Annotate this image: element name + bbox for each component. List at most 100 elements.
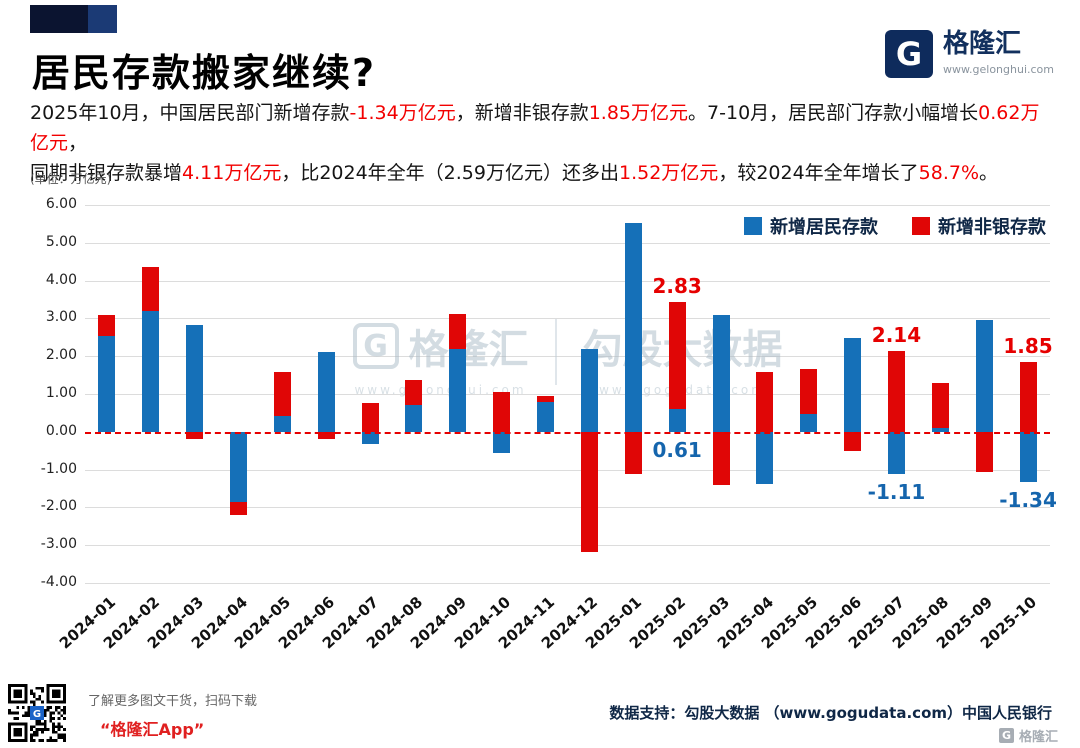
axis-unit-label: (单位：万亿元) bbox=[30, 172, 112, 186]
bar-nonbank-2024-04 bbox=[230, 501, 248, 515]
deco-rect-blue bbox=[88, 5, 117, 33]
y-axis-label: -1.00 bbox=[40, 460, 77, 477]
summary-segment: 同期非银存款暴增 bbox=[30, 162, 183, 185]
summary-segment: 。7-10月，居民部门存款小幅增长 bbox=[688, 102, 979, 124]
bar-household-2025-04 bbox=[756, 431, 774, 485]
bar-household-2024-08 bbox=[405, 404, 423, 432]
bar-nonbank-2025-01 bbox=[624, 431, 642, 474]
summary-highlight: 4.11万亿元 bbox=[182, 162, 282, 185]
bar-household-2024-01 bbox=[98, 336, 116, 432]
y-axis-label: -3.00 bbox=[40, 536, 77, 553]
bar-household-2024-09 bbox=[449, 348, 467, 432]
summary-highlight: -1.34万亿元 bbox=[349, 102, 456, 124]
svg-text:G: G bbox=[33, 709, 41, 720]
bar-nonbank-2024-01 bbox=[98, 315, 116, 337]
gridline bbox=[85, 280, 1050, 282]
gridline bbox=[85, 469, 1050, 471]
summary-segment: ，新增非银存款 bbox=[455, 102, 589, 124]
app-label: “格隆汇App” bbox=[100, 720, 205, 739]
gridline bbox=[85, 205, 1050, 206]
gelonghui-logo-icon: G bbox=[885, 30, 934, 78]
bar-nonbank-2025-04 bbox=[756, 372, 774, 432]
bar-nonbank-2025-06 bbox=[844, 431, 862, 452]
bar-nonbank-2024-07 bbox=[361, 403, 379, 432]
bar-chart: 新增居民存款 新增非银存款 G 格隆汇 www.gelonghui.com 勾股… bbox=[41, 196, 1057, 652]
footer: G 了解更多图文干货，扫码下载 “格隆汇App” 数据支持：勾股大数据 （www… bbox=[0, 676, 1080, 748]
data-label-2025-02-above: 2.83 bbox=[652, 273, 702, 298]
bar-nonbank-2025-02 bbox=[668, 301, 686, 409]
brand-name: 格隆汇 bbox=[943, 29, 1022, 59]
gridline bbox=[85, 242, 1050, 244]
legend-swatch-red bbox=[912, 217, 930, 235]
chart-legend: 新增居民存款 新增非银存款 bbox=[744, 213, 1046, 239]
y-axis-label: 1.00 bbox=[45, 385, 77, 401]
qr-caption: 了解更多图文干货，扫码下载 bbox=[88, 694, 258, 709]
bar-household-2025-05 bbox=[800, 414, 818, 432]
bar-household-2025-02 bbox=[668, 408, 686, 432]
gridline bbox=[85, 356, 1050, 358]
bar-household-2024-06 bbox=[317, 351, 335, 432]
bar-nonbank-2025-08 bbox=[931, 383, 949, 428]
bar-household-2024-04 bbox=[230, 431, 248, 502]
bar-nonbank-2025-03 bbox=[712, 431, 730, 486]
data-label-2025-10-below: -1.34 bbox=[999, 488, 1057, 513]
page-title: 居民存款搬家继续? bbox=[32, 51, 377, 95]
bar-household-2024-05 bbox=[273, 415, 291, 432]
y-axis-label: 2.00 bbox=[45, 347, 77, 364]
legend-item-nonbank-deposits: 新增非银存款 bbox=[912, 213, 1046, 239]
corner-logo-icon: G bbox=[998, 728, 1014, 743]
y-axis-label: 4.00 bbox=[45, 271, 77, 288]
bar-household-2025-10 bbox=[1019, 431, 1037, 483]
qr-code: G bbox=[8, 684, 66, 742]
summary-highlight: 1.85万亿元 bbox=[588, 102, 689, 124]
watermark-divider bbox=[554, 319, 557, 385]
gridline bbox=[85, 507, 1050, 509]
bar-household-2024-12 bbox=[580, 349, 598, 432]
gridline bbox=[85, 545, 1050, 547]
y-axis-label: 5.00 bbox=[45, 233, 77, 250]
gridline bbox=[85, 318, 1050, 320]
bar-household-2024-11 bbox=[537, 401, 555, 432]
corner-brand-name: 格隆汇 bbox=[1018, 730, 1058, 745]
summary-segment: ，较2024年全年增长了 bbox=[718, 162, 919, 185]
bar-household-2025-06 bbox=[844, 338, 862, 432]
y-axis-label: 3.00 bbox=[45, 309, 77, 326]
summary-highlight: 1.52万亿元 bbox=[619, 162, 719, 185]
summary-text: 2025年10月，中国居民部门新增存款-1.34万亿元，新增非银存款1.85万亿… bbox=[30, 98, 1054, 188]
bar-household-2025-09 bbox=[975, 319, 993, 432]
bar-household-2025-01 bbox=[624, 223, 642, 432]
brand-text: 格隆汇 www.gelonghui.com bbox=[943, 30, 1054, 76]
legend-label-household: 新增居民存款 bbox=[770, 217, 878, 238]
brand-url: www.gelonghui.com bbox=[943, 62, 1054, 76]
legend-item-household-deposits: 新增居民存款 bbox=[744, 213, 878, 239]
bar-household-2024-03 bbox=[186, 324, 204, 432]
zero-line bbox=[85, 431, 1050, 434]
data-label-2025-07-above: 2.14 bbox=[871, 322, 922, 347]
corner-brand-logo: G 格隆汇 bbox=[998, 726, 1058, 745]
brand-logo: G 格隆汇 www.gelonghui.com bbox=[885, 30, 1054, 78]
gridline bbox=[85, 394, 1050, 395]
y-axis-label: 0.00 bbox=[45, 422, 77, 439]
legend-label-nonbank: 新增非银存款 bbox=[938, 217, 1046, 238]
deco-rect-dark bbox=[30, 5, 88, 33]
summary-segment: 2025年10月，中国居民部门新增存款 bbox=[30, 102, 350, 124]
summary-highlight: 0.62万亿元 bbox=[30, 102, 1040, 155]
bar-nonbank-2025-07 bbox=[887, 350, 905, 432]
bar-nonbank-2024-05 bbox=[273, 371, 291, 416]
data-label-2025-07-below: -1.11 bbox=[867, 479, 926, 504]
summary-highlight: 58.7% bbox=[918, 162, 980, 185]
bar-nonbank-2024-02 bbox=[142, 267, 160, 311]
watermark-logo-icon: G bbox=[352, 323, 399, 369]
bar-household-2025-03 bbox=[712, 314, 730, 432]
bar-household-2025-08 bbox=[931, 427, 949, 432]
bar-household-2024-10 bbox=[493, 431, 511, 454]
y-axis-label: 6.00 bbox=[45, 196, 77, 212]
bar-nonbank-2024-03 bbox=[186, 431, 204, 440]
bar-household-2025-07 bbox=[887, 431, 905, 474]
gridline bbox=[85, 583, 1050, 584]
data-label-2025-02-below: 0.61 bbox=[652, 437, 702, 462]
data-label-2025-10-above: 1.85 bbox=[1003, 333, 1053, 358]
data-support-text: 数据支持：勾股大数据 （www.gogudata.com）中国人民银行 bbox=[609, 704, 1052, 722]
bar-nonbank-2025-05 bbox=[800, 369, 818, 415]
